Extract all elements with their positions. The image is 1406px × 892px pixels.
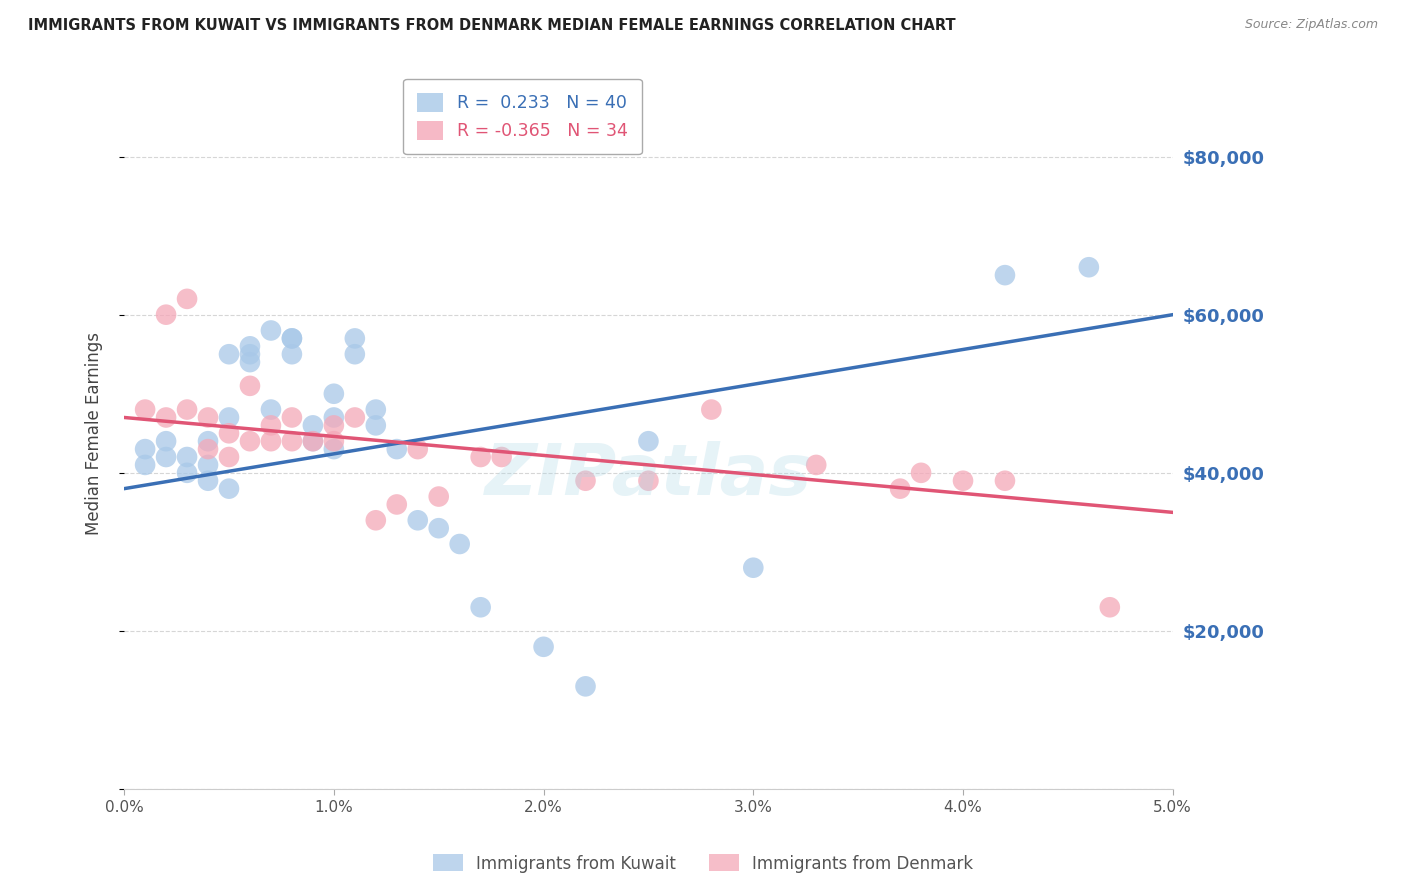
Point [281,331,304,345]
Point [218,426,240,441]
Point [239,347,262,361]
Point [385,442,408,456]
Point [176,402,198,417]
Point [637,474,659,488]
Point [406,442,429,456]
Point [260,418,283,433]
Point [533,640,555,654]
Point [364,402,387,417]
Point [322,442,344,456]
Point [218,450,240,464]
Point [197,442,219,456]
Point [218,410,240,425]
Point [364,513,387,527]
Point [260,324,283,338]
Point [197,434,219,449]
Point [155,410,177,425]
Point [197,458,219,472]
Point [343,347,366,361]
Point [406,513,429,527]
Point [1098,600,1121,615]
Point [994,474,1017,488]
Point [197,410,219,425]
Point [134,458,156,472]
Text: IMMIGRANTS FROM KUWAIT VS IMMIGRANTS FROM DENMARK MEDIAN FEMALE EARNINGS CORRELA: IMMIGRANTS FROM KUWAIT VS IMMIGRANTS FRO… [28,18,956,33]
Point [574,679,596,693]
Point [470,450,492,464]
Point [322,410,344,425]
Point [322,434,344,449]
Point [134,402,156,417]
Point [700,402,723,417]
Point [239,434,262,449]
Point [155,434,177,449]
Point [239,339,262,353]
Point [302,434,325,449]
Point [322,418,344,433]
Legend: Immigrants from Kuwait, Immigrants from Denmark: Immigrants from Kuwait, Immigrants from … [426,847,980,880]
Point [427,490,450,504]
Point [470,600,492,615]
Point [994,268,1017,282]
Point [197,474,219,488]
Point [1077,260,1099,275]
Point [239,379,262,393]
Point [742,560,765,574]
Point [281,434,304,449]
Text: ZIPatlas: ZIPatlas [485,442,813,510]
Legend: R =  0.233   N = 40, R = -0.365   N = 34: R = 0.233 N = 40, R = -0.365 N = 34 [404,79,643,154]
Point [155,450,177,464]
Point [637,434,659,449]
Point [176,450,198,464]
Point [176,466,198,480]
Point [952,474,974,488]
Point [364,418,387,433]
Point [449,537,471,551]
Point [281,410,304,425]
Y-axis label: Median Female Earnings: Median Female Earnings [86,332,103,535]
Text: Source: ZipAtlas.com: Source: ZipAtlas.com [1244,18,1378,31]
Point [574,474,596,488]
Point [155,308,177,322]
Point [239,355,262,369]
Point [427,521,450,535]
Point [302,418,325,433]
Point [302,434,325,449]
Point [385,498,408,512]
Point [343,331,366,345]
Point [343,410,366,425]
Point [322,386,344,401]
Point [491,450,513,464]
Point [218,482,240,496]
Point [806,458,828,472]
Point [176,292,198,306]
Point [260,402,283,417]
Point [134,442,156,456]
Point [218,347,240,361]
Point [889,482,911,496]
Point [910,466,932,480]
Point [260,434,283,449]
Point [281,331,304,345]
Point [281,347,304,361]
